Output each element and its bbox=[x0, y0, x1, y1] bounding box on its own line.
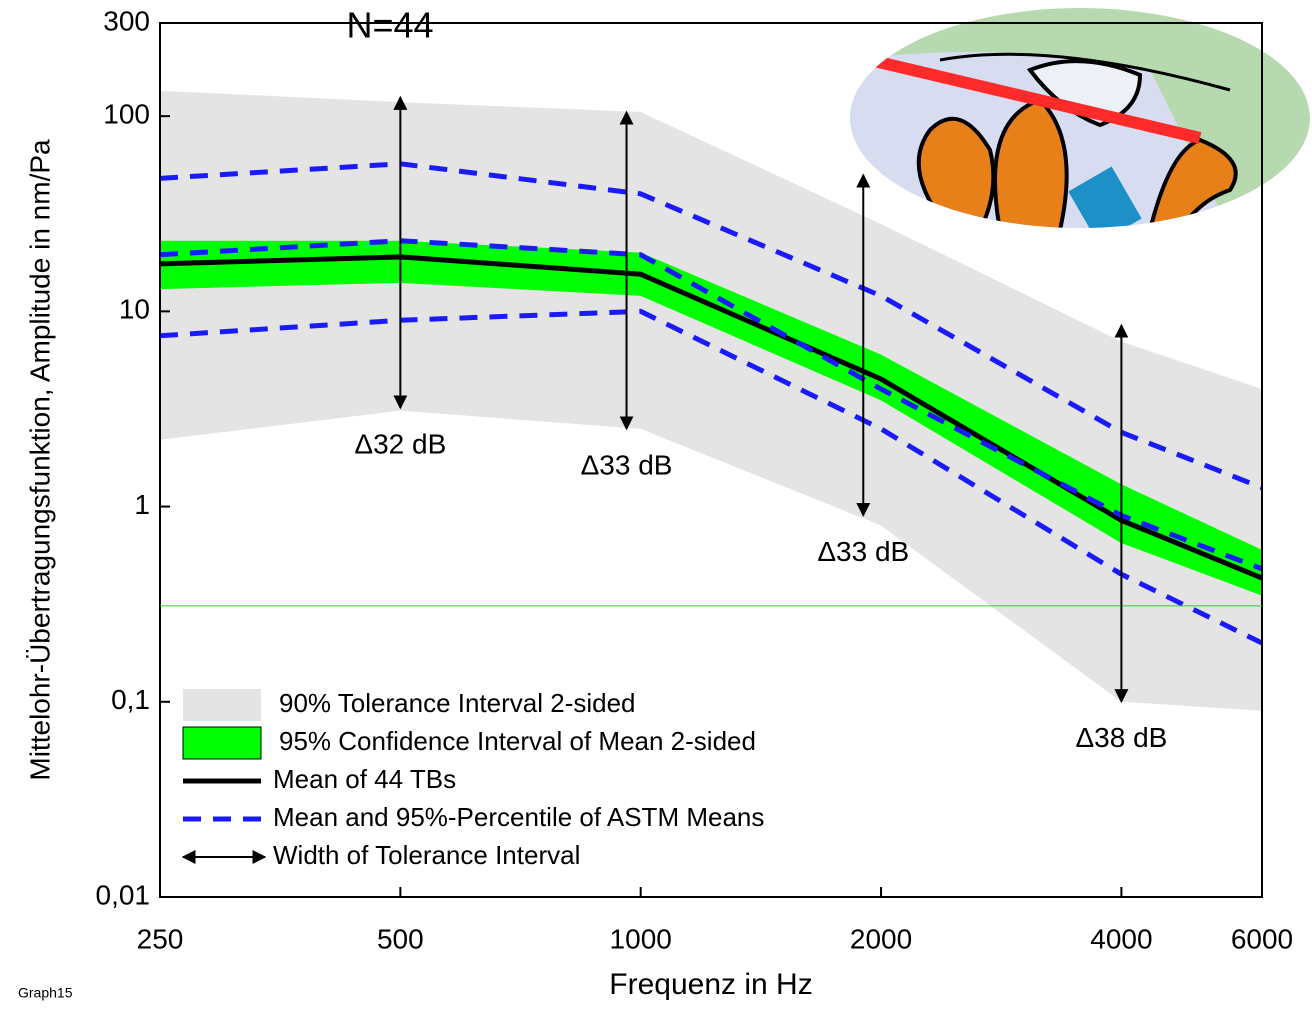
annotation: N=44 bbox=[346, 5, 433, 46]
astm-line bbox=[160, 161, 1262, 490]
y-axis-label: Mittelohr-Übertragungsfunktion, Amplitud… bbox=[24, 139, 55, 781]
annotation: Graph15 bbox=[18, 985, 73, 1001]
y-tick-label: 0,1 bbox=[111, 684, 150, 715]
inset-illustration bbox=[850, 8, 1310, 228]
x-tick-label: 250 bbox=[137, 923, 184, 954]
legend-label: Mean of 44 TBs bbox=[273, 764, 456, 794]
plot-area bbox=[160, 90, 1262, 711]
y-tick-label: 10 bbox=[119, 294, 150, 325]
legend-label: 90% Tolerance Interval 2-sided bbox=[279, 688, 636, 718]
plot-frame bbox=[159, 22, 1263, 898]
legend-swatch bbox=[183, 689, 261, 721]
legend-label: Mean and 95%-Percentile of ASTM Means bbox=[273, 802, 764, 832]
y-tick-label: 300 bbox=[103, 5, 150, 36]
mean-line bbox=[160, 254, 1262, 581]
x-tick-label: 6000 bbox=[1231, 923, 1293, 954]
astm-line bbox=[160, 308, 1262, 646]
y-tick-label: 100 bbox=[103, 99, 150, 130]
arrow-label: Δ33 dB bbox=[817, 536, 909, 567]
x-axis-label: Frequenz in Hz bbox=[609, 968, 812, 1001]
x-tick-label: 4000 bbox=[1090, 923, 1152, 954]
arrow-label: Δ38 dB bbox=[1075, 722, 1167, 753]
legend-swatch bbox=[182, 726, 262, 760]
x-tick-label: 1000 bbox=[610, 923, 672, 954]
band bbox=[160, 240, 1262, 596]
x-tick-label: 500 bbox=[377, 923, 424, 954]
legend-label: 95% Confidence Interval of Mean 2-sided bbox=[279, 726, 756, 756]
arrow-label: Δ33 dB bbox=[581, 449, 673, 480]
arrow-label: Δ32 dB bbox=[354, 428, 446, 459]
legend-label: Width of Tolerance Interval bbox=[273, 840, 580, 870]
y-tick-label: 0,01 bbox=[96, 879, 151, 910]
astm-line bbox=[160, 238, 1262, 572]
x-tick-label: 2000 bbox=[850, 923, 912, 954]
y-tick-label: 1 bbox=[134, 489, 150, 520]
